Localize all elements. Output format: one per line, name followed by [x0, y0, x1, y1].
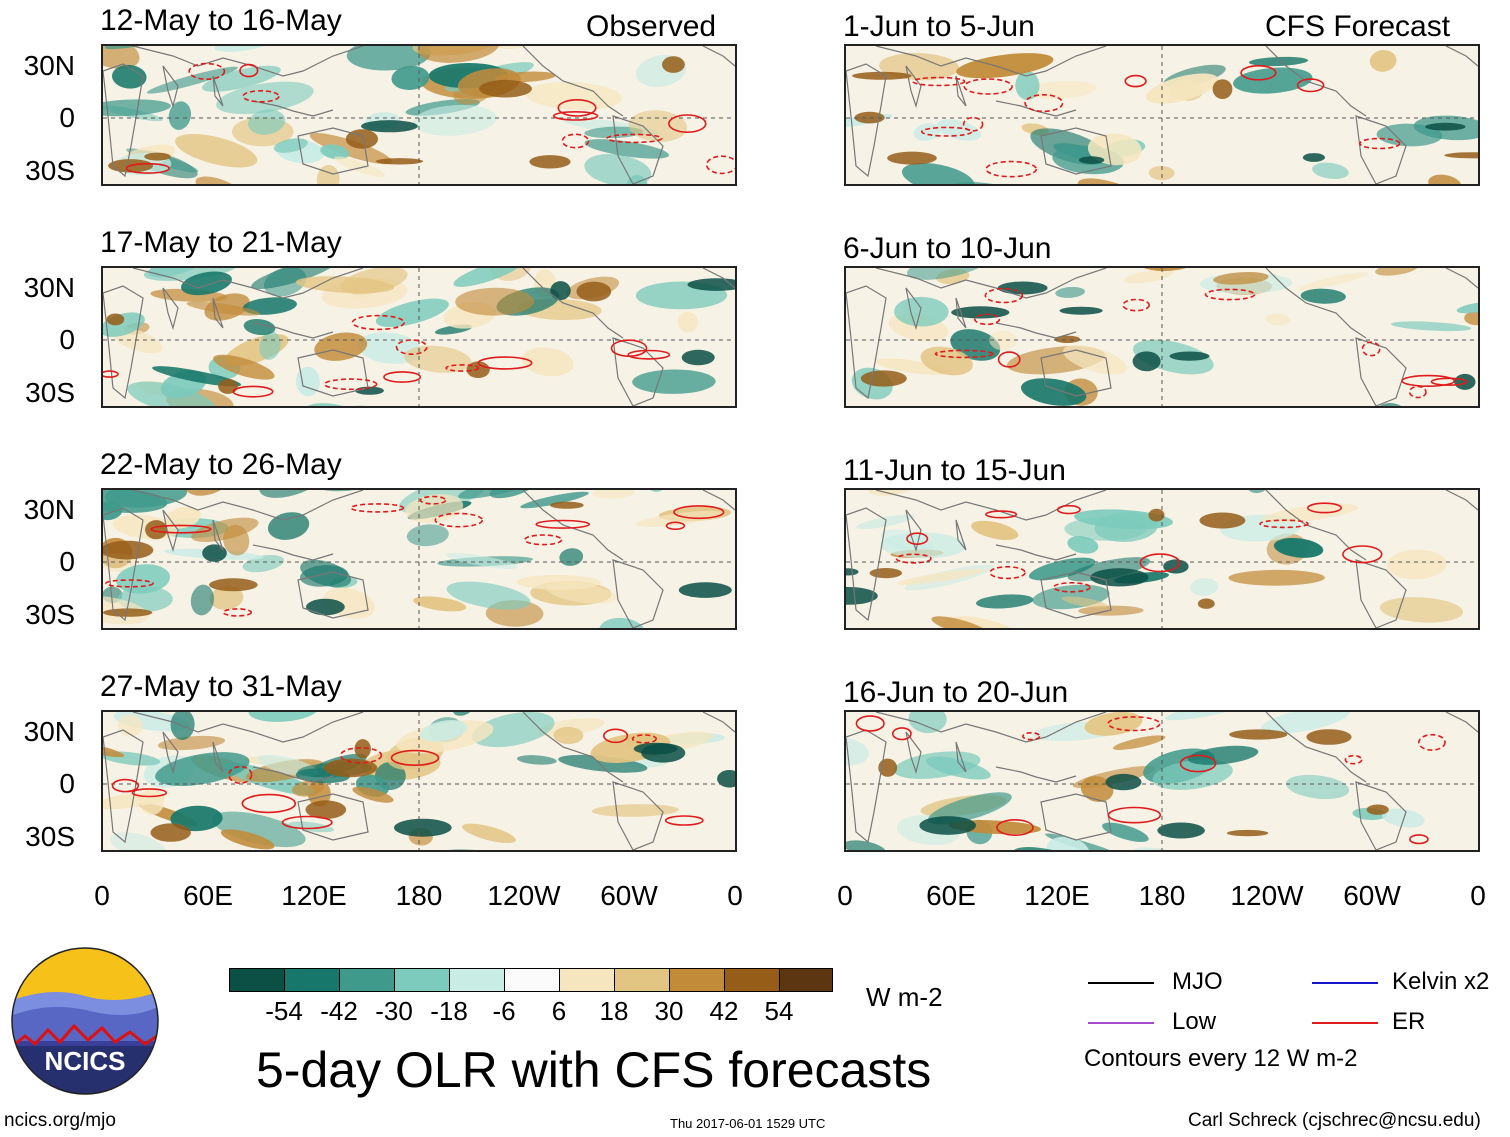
- lat-label-eq: 0: [59, 324, 75, 355]
- colorbar-swatch: [229, 968, 285, 992]
- olr-map-forecast-1: [844, 44, 1480, 186]
- observed-column-title: Observed: [586, 10, 717, 43]
- lon-label-60w: 60W: [600, 880, 658, 911]
- lon-label-0: 0: [837, 880, 853, 911]
- colorbar-label: 18: [599, 996, 629, 1026]
- panel-title-fcst-2: 6-Jun to 10-Jun: [843, 232, 1052, 265]
- colorbar-label: -54: [265, 996, 303, 1026]
- olr-map-observed-1: [101, 44, 737, 186]
- panel-title-obs-3: 22-May to 26-May: [100, 448, 342, 481]
- lon-label-60e: 60E: [926, 880, 976, 911]
- lat-label-30s: 30S: [25, 377, 75, 408]
- lon-label-60w: 60W: [1343, 880, 1401, 911]
- olr-field-7: [846, 490, 1478, 628]
- olr-field-5: [846, 46, 1478, 184]
- olr-field-6: [846, 268, 1478, 406]
- olr-map-observed-4: [101, 710, 737, 852]
- lon-label-0: 0: [94, 880, 110, 911]
- colorbar-label: 30: [654, 996, 684, 1026]
- legend-line-er: [1312, 1022, 1378, 1024]
- lat-label-eq: 0: [59, 768, 75, 799]
- colorbar-units: W m-2: [866, 982, 943, 1012]
- lat-label-30n: 30N: [23, 716, 75, 747]
- colorbar-label: -42: [320, 996, 358, 1026]
- panel-title-obs-1: 12-May to 16-May: [100, 4, 342, 37]
- colorbar-label: -18: [430, 996, 468, 1026]
- colorbar-label: -30: [375, 996, 413, 1026]
- panel-title-fcst-4: 16-Jun to 20-Jun: [843, 676, 1069, 709]
- lon-label-0: 0: [727, 880, 743, 911]
- colorbar-swatch: [724, 968, 780, 992]
- lon-label-180: 180: [395, 880, 443, 911]
- olr-field-1: [103, 46, 735, 184]
- olr-map-forecast-3: [844, 488, 1480, 630]
- footer-timestamp: Thu 2017-06-01 1529 UTC: [670, 1116, 826, 1131]
- legend-line-mjo: [1088, 982, 1154, 984]
- panel-title-fcst-3: 11-Jun to 15-Jun: [843, 454, 1066, 487]
- forecast-column-title: CFS Forecast: [1265, 10, 1451, 43]
- lon-label-120e: 120E: [1024, 880, 1090, 911]
- lat-label-30s: 30S: [25, 599, 75, 630]
- panel-title-obs-4: 27-May to 31-May: [100, 670, 342, 703]
- lat-label-30s: 30S: [25, 155, 75, 186]
- colorbar-swatch: [394, 968, 450, 992]
- footer-author: Carl Schreck (cjschrec@ncsu.edu): [1188, 1110, 1481, 1131]
- lon-label-120w: 120W: [1230, 880, 1304, 911]
- lon-label-120e: 120E: [281, 880, 347, 911]
- legend-label-low: Low: [1172, 1008, 1217, 1035]
- colorbar-label: 42: [709, 996, 739, 1026]
- olr-map-forecast-2: [844, 266, 1480, 408]
- olr-map-observed-3: [101, 488, 737, 630]
- colorbar-swatch: [504, 968, 560, 992]
- colorbar-label: -6: [492, 996, 516, 1026]
- lat-label-30n: 30N: [23, 272, 75, 303]
- colorbar-label: 6: [551, 996, 567, 1026]
- colorbar-swatch: [779, 968, 833, 992]
- legend-label-mjo: MJO: [1172, 968, 1223, 995]
- logo-text: NCICS: [45, 1046, 126, 1076]
- colorbar-swatch: [339, 968, 395, 992]
- legend-label-er: ER: [1392, 1008, 1426, 1035]
- olr-field-2: [103, 268, 735, 406]
- panel-title-obs-2: 17-May to 21-May: [100, 226, 342, 259]
- lon-label-60e: 60E: [183, 880, 233, 911]
- colorbar-swatch: [559, 968, 615, 992]
- olr-field-4: [103, 712, 735, 850]
- ncics-logo: NCICS: [11, 947, 159, 1095]
- lat-label-30s: 30S: [25, 821, 75, 852]
- lat-label-30n: 30N: [23, 494, 75, 525]
- legend-contour-note: Contours every 12 W m-2: [1084, 1045, 1358, 1072]
- olr-field-3: [103, 490, 735, 628]
- lon-label-0: 0: [1470, 880, 1486, 911]
- panel-title-fcst-1: 1-Jun to 5-Jun: [843, 10, 1035, 43]
- legend-line-low: [1088, 1022, 1154, 1024]
- olr-map-forecast-4: [844, 710, 1480, 852]
- legend-label-kelvin: Kelvin x2: [1392, 968, 1490, 995]
- colorbar-swatch: [669, 968, 725, 992]
- lat-label-30n: 30N: [23, 50, 75, 81]
- olr-map-observed-2: [101, 266, 737, 408]
- colorbar-swatch: [284, 968, 340, 992]
- lon-label-120w: 120W: [487, 880, 561, 911]
- lat-label-eq: 0: [59, 546, 75, 577]
- colorbar-swatch: [449, 968, 505, 992]
- lon-label-180: 180: [1138, 880, 1186, 911]
- footer-website: ncics.org/mjo: [4, 1110, 116, 1131]
- figure-title: 5-day OLR with CFS forecasts: [256, 1042, 932, 1098]
- colorbar-swatch: [614, 968, 670, 992]
- lat-label-eq: 0: [59, 102, 75, 133]
- olr-field-8: [846, 712, 1478, 850]
- colorbar-label: 54: [764, 996, 794, 1026]
- legend-line-kelvin: [1312, 982, 1378, 984]
